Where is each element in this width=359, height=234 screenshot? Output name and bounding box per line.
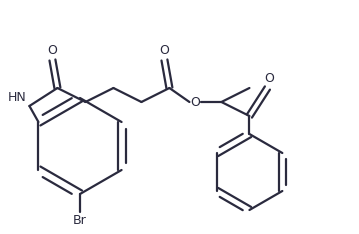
Text: O: O [191,95,200,109]
Text: O: O [265,72,274,85]
Text: HN: HN [8,91,27,104]
Text: O: O [159,44,169,57]
Text: O: O [47,44,57,57]
Text: Br: Br [73,214,87,227]
